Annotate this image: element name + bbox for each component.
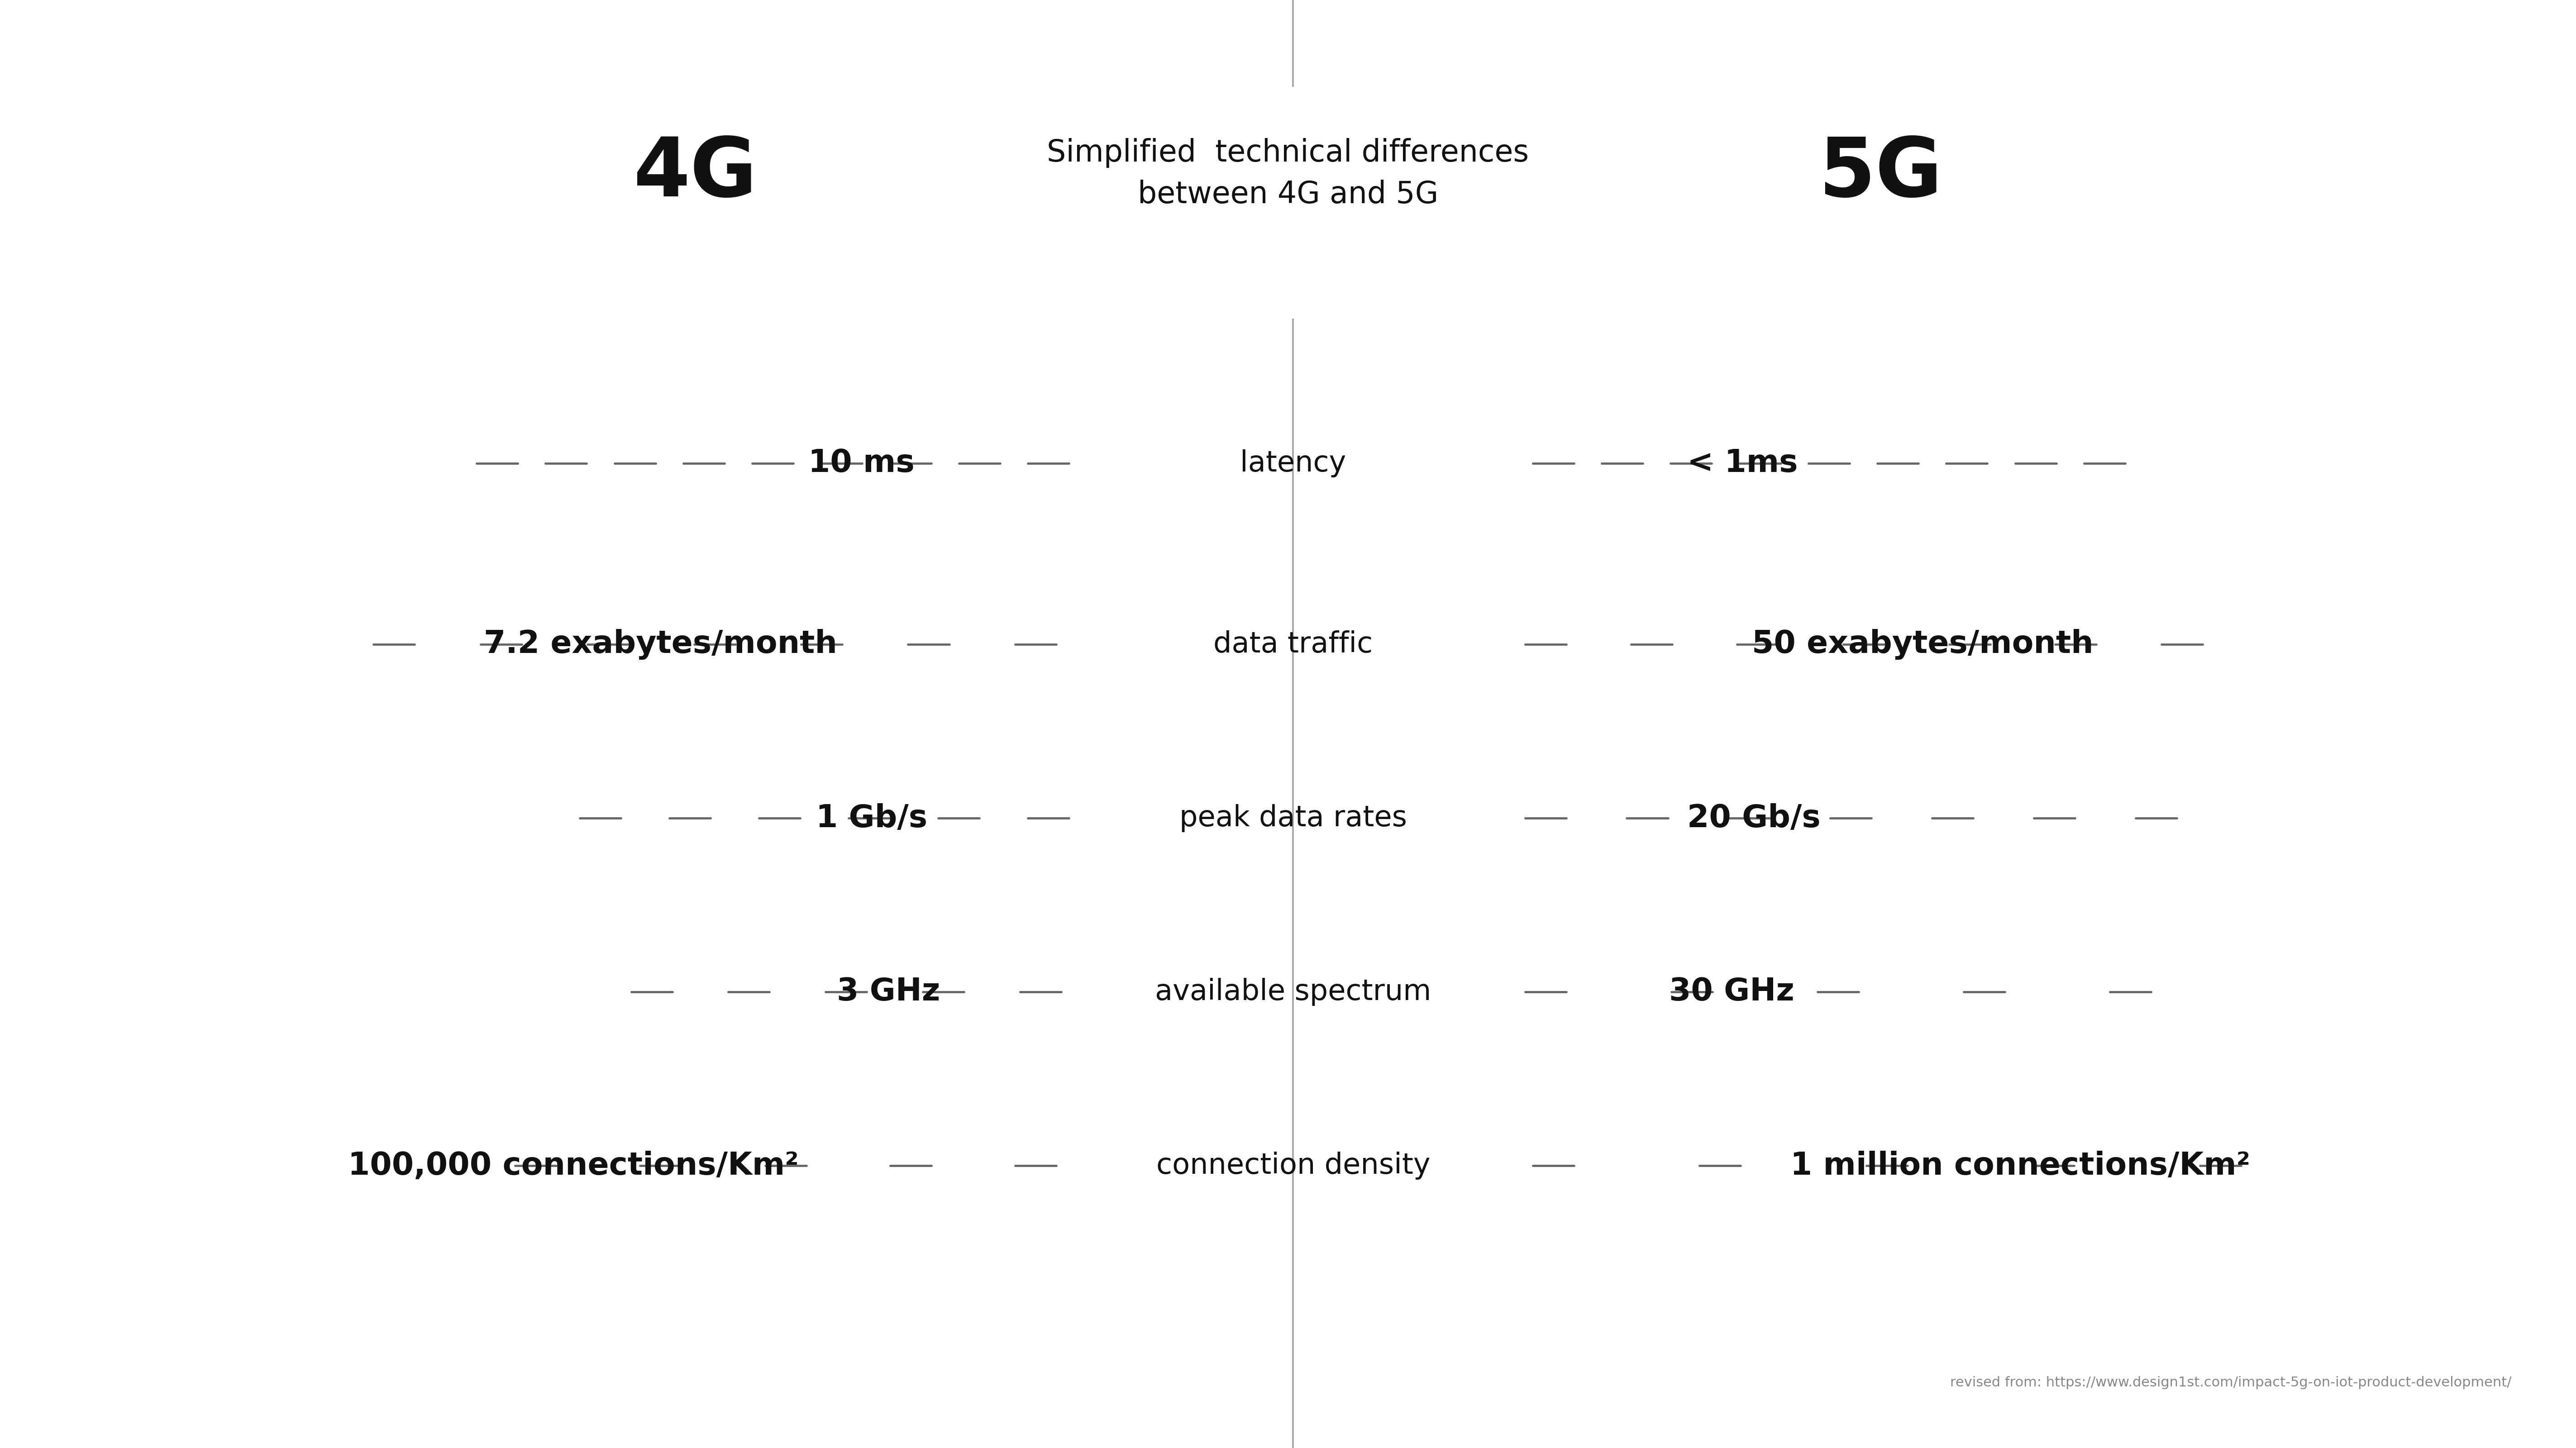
Text: 20 Gb/s: 20 Gb/s — [1687, 804, 1821, 833]
Text: 1 million connections/Km²: 1 million connections/Km² — [1790, 1151, 2251, 1180]
Text: 10 ms: 10 ms — [809, 449, 914, 478]
Text: available spectrum: available spectrum — [1154, 977, 1432, 1006]
Text: 3 GHz: 3 GHz — [837, 977, 940, 1006]
Text: revised from: https://www.design1st.com/impact-5g-on-iot-product-development/: revised from: https://www.design1st.com/… — [1950, 1376, 2512, 1390]
Text: peak data rates: peak data rates — [1180, 804, 1406, 833]
Text: latency: latency — [1239, 449, 1347, 478]
Text: connection density: connection density — [1157, 1151, 1430, 1180]
Text: data traffic: data traffic — [1213, 630, 1373, 659]
Text: 100,000 connections/Km²: 100,000 connections/Km² — [348, 1151, 799, 1180]
Text: 1 Gb/s: 1 Gb/s — [817, 804, 927, 833]
Text: 7.2 exabytes/month: 7.2 exabytes/month — [484, 628, 837, 660]
Text: 5G: 5G — [1819, 135, 1942, 213]
Text: 4G: 4G — [634, 135, 757, 213]
Text: 30 GHz: 30 GHz — [1669, 977, 1795, 1006]
Text: 50 exabytes/month: 50 exabytes/month — [1752, 628, 2094, 660]
Text: < 1ms: < 1ms — [1687, 449, 1798, 478]
Text: Simplified  technical differences
between 4G and 5G: Simplified technical differences between… — [1046, 138, 1530, 210]
